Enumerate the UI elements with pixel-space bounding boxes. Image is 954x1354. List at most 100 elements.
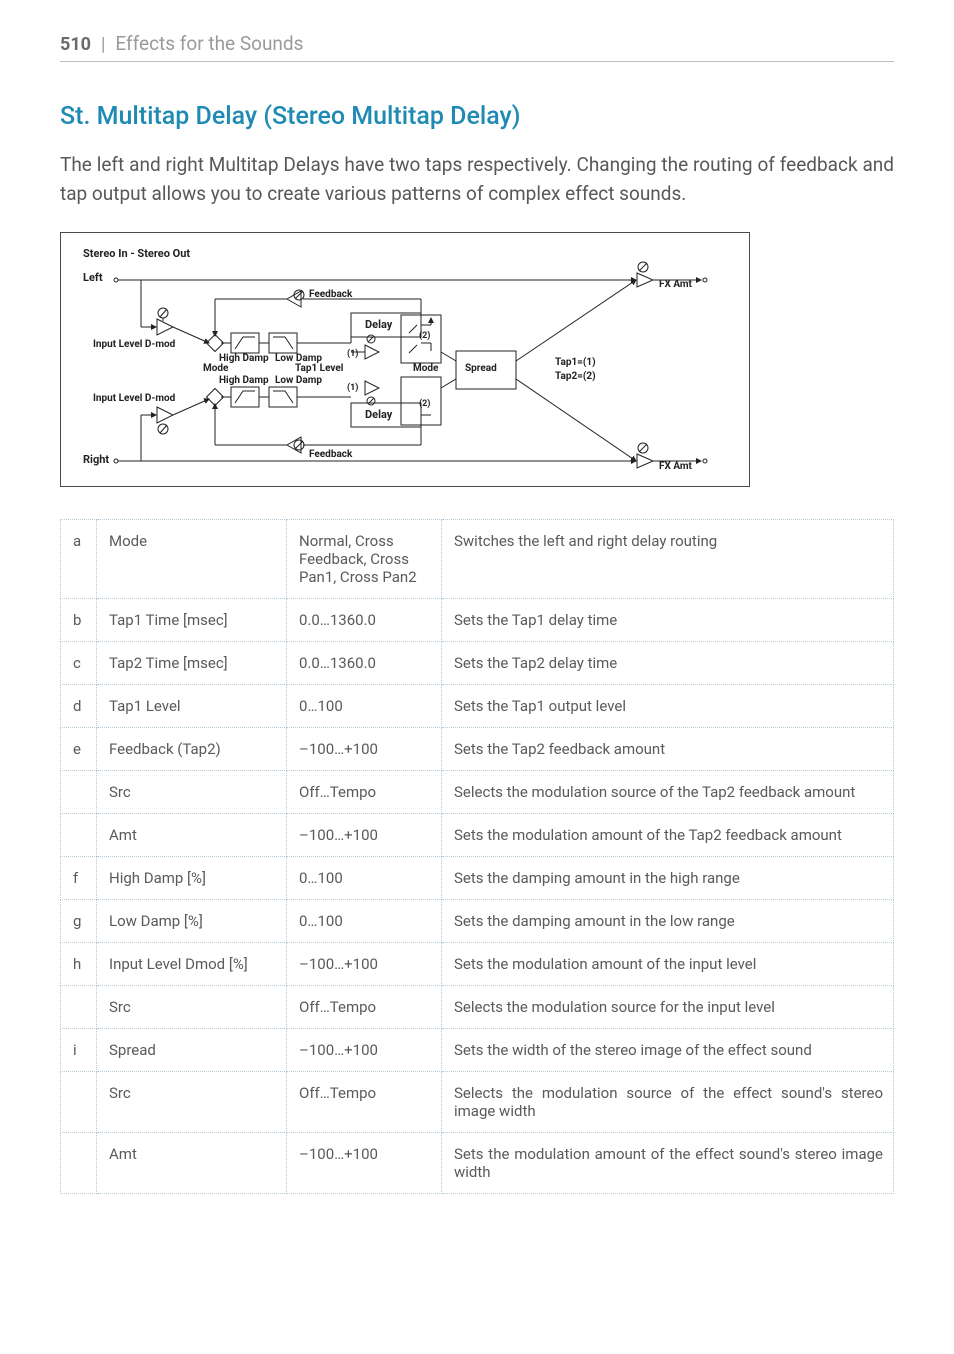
param-name: Tap1 Time [msec] — [97, 599, 287, 642]
header-separator: | — [101, 34, 105, 55]
table-row: gLow Damp [%]0…100Sets the damping amoun… — [61, 900, 894, 943]
diagram-one-1: (1) — [347, 349, 358, 359]
table-row: dTap1 Level0…100Sets the Tap1 output lev… — [61, 685, 894, 728]
param-name: Src — [97, 986, 287, 1029]
header-section: Effects for the Sounds — [115, 32, 303, 55]
param-index: c — [61, 642, 97, 685]
param-range: –100…+100 — [287, 943, 442, 986]
param-name: Low Damp [%] — [97, 900, 287, 943]
param-name: Src — [97, 1072, 287, 1133]
param-desc: Selects the modulation source of the Tap… — [442, 771, 894, 814]
param-index: d — [61, 685, 97, 728]
param-range: 0…100 — [287, 685, 442, 728]
param-index: e — [61, 728, 97, 771]
param-index — [61, 814, 97, 857]
table-row: SrcOff…TempoSelects the modulation sourc… — [61, 986, 894, 1029]
param-range: –100…+100 — [287, 1133, 442, 1194]
diagram-delay-1: Delay — [365, 318, 392, 331]
param-index: i — [61, 1029, 97, 1072]
param-index — [61, 986, 97, 1029]
diagram-feedback-2: Feedback — [309, 449, 352, 460]
param-name: Tap2 Time [msec] — [97, 642, 287, 685]
param-range: Off…Tempo — [287, 986, 442, 1029]
diagram-fxamt-1: FX Amt — [659, 279, 692, 290]
diagram-delay-2: Delay — [365, 408, 392, 421]
param-name: Amt — [97, 814, 287, 857]
diagram-input-level-1: Input Level D-mod — [93, 339, 175, 350]
param-desc: Sets the Tap2 delay time — [442, 642, 894, 685]
param-name: Amt — [97, 1133, 287, 1194]
table-row: eFeedback (Tap2)–100…+100Sets the Tap2 f… — [61, 728, 894, 771]
param-range: 0.0…1360.0 — [287, 642, 442, 685]
diagram-left-label: Left — [83, 271, 103, 284]
param-range: 0…100 — [287, 857, 442, 900]
param-desc: Sets the damping amount in the high rang… — [442, 857, 894, 900]
param-range: 0.0…1360.0 — [287, 599, 442, 642]
page-header: 510 | Effects for the Sounds — [60, 32, 894, 62]
param-desc: Switches the left and right delay routin… — [442, 520, 894, 599]
diagram-mode-2: Mode — [413, 363, 438, 374]
diagram-two-1: (2) — [419, 331, 430, 341]
table-row: SrcOff…TempoSelects the modulation sourc… — [61, 1072, 894, 1133]
param-desc: Sets the damping amount in the low range — [442, 900, 894, 943]
param-range: –100…+100 — [287, 814, 442, 857]
diagram-highdamp-2: High Damp — [219, 375, 269, 386]
section-title: St. Multitap Delay (Stereo Multitap Dela… — [60, 102, 894, 131]
intro-text: The left and right Multitap Delays have … — [60, 151, 894, 208]
parameter-table: aModeNormal, Cross Feedback, Cross Pan1,… — [60, 519, 894, 1194]
param-index: h — [61, 943, 97, 986]
diagram-fxamt-2: FX Amt — [659, 461, 692, 472]
param-name: Feedback (Tap2) — [97, 728, 287, 771]
diagram-right-label: Right — [83, 453, 109, 466]
table-row: fHigh Damp [%]0…100Sets the damping amou… — [61, 857, 894, 900]
diagram-svg — [61, 233, 751, 488]
param-name: Spread — [97, 1029, 287, 1072]
page-number: 510 — [60, 34, 91, 55]
param-desc: Sets the modulation amount of the input … — [442, 943, 894, 986]
param-desc: Sets the Tap2 feedback amount — [442, 728, 894, 771]
param-name: Tap1 Level — [97, 685, 287, 728]
param-desc: Sets the modulation amount of the Tap2 f… — [442, 814, 894, 857]
diagram-spread: Spread — [465, 363, 497, 374]
param-range: Normal, Cross Feedback, Cross Pan1, Cros… — [287, 520, 442, 599]
diagram-tap1eq: Tap1=(1) — [555, 357, 596, 368]
param-desc: Sets the Tap1 delay time — [442, 599, 894, 642]
param-range: Off…Tempo — [287, 1072, 442, 1133]
diagram-one-2: (1) — [347, 383, 358, 393]
param-index: a — [61, 520, 97, 599]
table-row: Amt–100…+100Sets the modulation amount o… — [61, 1133, 894, 1194]
diagram-tap2eq: Tap2=(2) — [555, 371, 596, 382]
diagram-mode-1: Mode — [203, 363, 228, 374]
param-name: Src — [97, 771, 287, 814]
param-range: Off…Tempo — [287, 771, 442, 814]
table-row: iSpread–100…+100Sets the width of the st… — [61, 1029, 894, 1072]
param-range: 0…100 — [287, 900, 442, 943]
param-index — [61, 1072, 97, 1133]
diagram-two-2: (2) — [419, 399, 430, 409]
diagram-lowdamp-2: Low Damp — [275, 375, 322, 386]
param-desc: Sets the Tap1 output level — [442, 685, 894, 728]
table-row: cTap2 Time [msec]0.0…1360.0Sets the Tap2… — [61, 642, 894, 685]
param-name: Mode — [97, 520, 287, 599]
table-row: bTap1 Time [msec]0.0…1360.0Sets the Tap1… — [61, 599, 894, 642]
param-index: g — [61, 900, 97, 943]
param-range: –100…+100 — [287, 728, 442, 771]
param-desc: Sets the width of the stereo image of th… — [442, 1029, 894, 1072]
diagram-feedback-1: Feedback — [309, 289, 352, 300]
table-row: hInput Level Dmod [%]–100…+100Sets the m… — [61, 943, 894, 986]
signal-flow-diagram: Stereo In - Stereo Out Left Right Input … — [60, 232, 750, 487]
param-desc: Selects the modulation source of the eff… — [442, 1072, 894, 1133]
param-name: High Damp [%] — [97, 857, 287, 900]
diagram-tap1-level: Tap1 Level — [295, 363, 343, 374]
diagram-input-level-2: Input Level D-mod — [93, 393, 175, 404]
param-index — [61, 771, 97, 814]
param-index: b — [61, 599, 97, 642]
param-range: –100…+100 — [287, 1029, 442, 1072]
table-row: SrcOff…TempoSelects the modulation sourc… — [61, 771, 894, 814]
diagram-title: Stereo In - Stereo Out — [83, 247, 190, 260]
table-row: Amt–100…+100Sets the modulation amount o… — [61, 814, 894, 857]
param-index — [61, 1133, 97, 1194]
table-row: aModeNormal, Cross Feedback, Cross Pan1,… — [61, 520, 894, 599]
param-index: f — [61, 857, 97, 900]
param-desc: Sets the modulation amount of the effect… — [442, 1133, 894, 1194]
